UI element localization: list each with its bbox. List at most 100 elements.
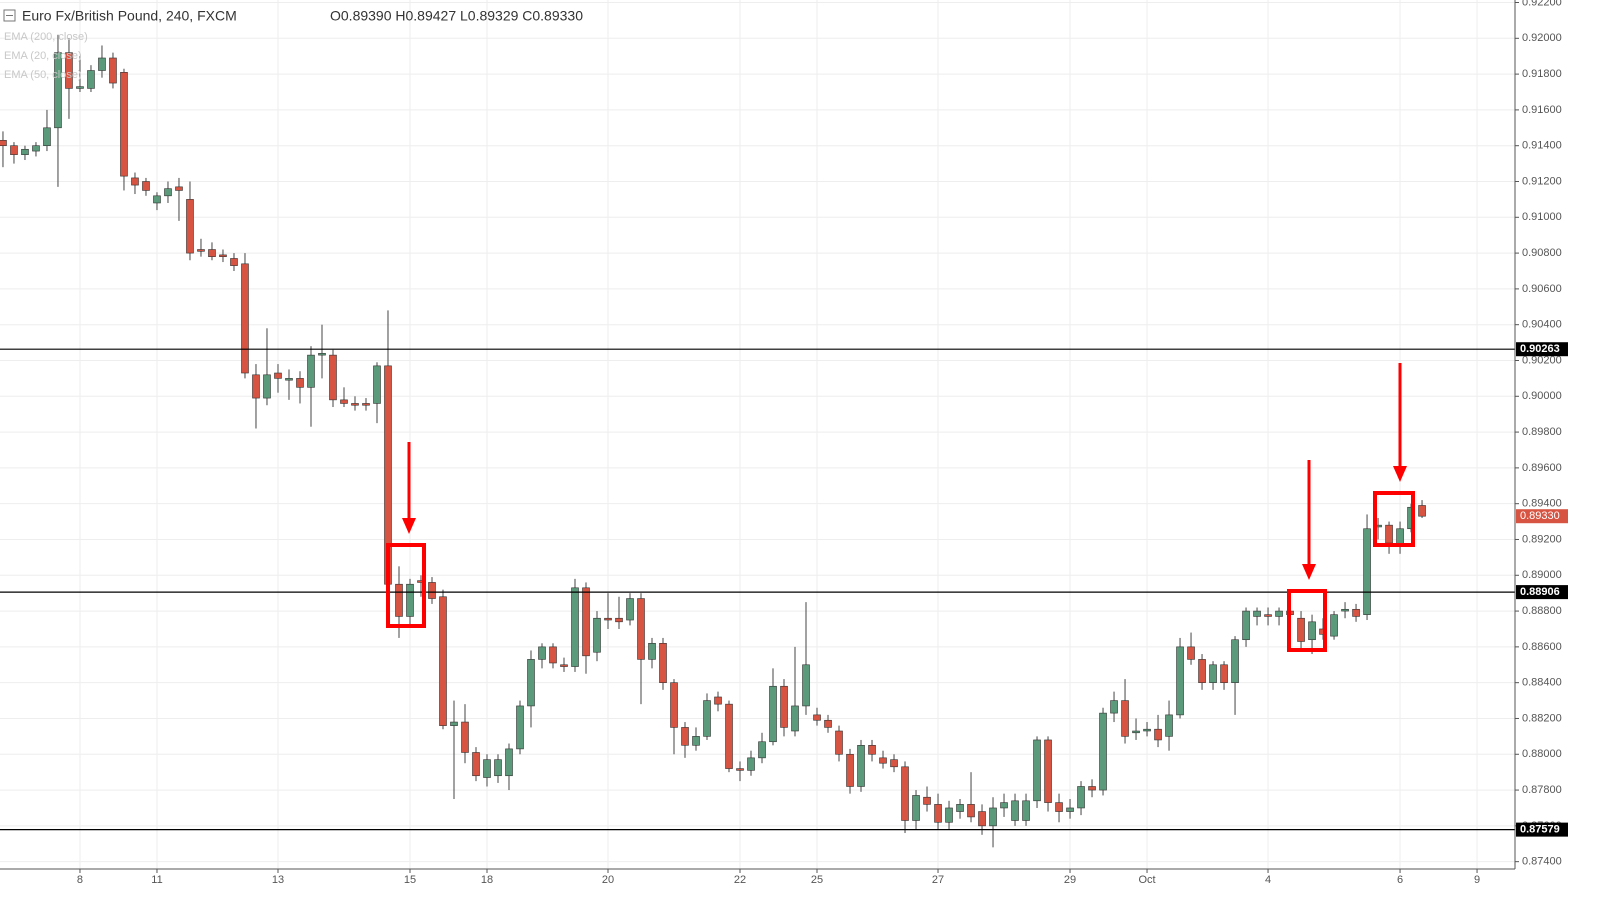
candle-body bbox=[87, 70, 95, 89]
candle-body bbox=[175, 186, 183, 191]
x-tick-label: 15 bbox=[404, 874, 416, 886]
candle-body bbox=[494, 759, 502, 777]
candle-body bbox=[1022, 800, 1030, 821]
candle-body bbox=[1275, 610, 1283, 617]
candle-body bbox=[802, 664, 810, 707]
y-tick-label: 0.92200 bbox=[1522, 0, 1562, 8]
candle-body bbox=[714, 696, 722, 705]
candle-body bbox=[186, 199, 194, 254]
candles bbox=[0, 34, 1426, 848]
candle-body bbox=[10, 145, 18, 155]
candle-body bbox=[351, 403, 359, 406]
candle-body bbox=[1330, 614, 1338, 637]
candle-body bbox=[439, 596, 447, 726]
candle-body bbox=[1198, 659, 1206, 683]
candle-body bbox=[549, 646, 557, 664]
candle-body bbox=[637, 598, 645, 660]
collapse-icon[interactable] bbox=[3, 9, 16, 22]
levels bbox=[0, 348, 1515, 831]
candle-body bbox=[1143, 728, 1151, 732]
candle-body bbox=[197, 249, 205, 252]
highlight-box bbox=[1287, 589, 1327, 652]
candle-body bbox=[1418, 505, 1426, 517]
candle-body bbox=[1011, 800, 1019, 821]
candle-body bbox=[560, 664, 568, 667]
candle-body bbox=[923, 796, 931, 805]
y-tick-label: 0.91400 bbox=[1522, 140, 1562, 152]
candle-body bbox=[1297, 617, 1305, 642]
y-tick-label: 0.90400 bbox=[1522, 319, 1562, 331]
x-tick-label: 20 bbox=[602, 874, 614, 886]
candle-body bbox=[879, 757, 887, 764]
level-label: 0.90263 bbox=[1520, 343, 1560, 355]
candle-body bbox=[1165, 714, 1173, 737]
candle-body bbox=[1088, 786, 1096, 791]
candle-body bbox=[725, 703, 733, 769]
y-tick-label: 0.88000 bbox=[1522, 748, 1562, 760]
candle-body bbox=[76, 86, 84, 89]
y-tick-label: 0.92000 bbox=[1522, 32, 1562, 44]
candle-body bbox=[516, 705, 524, 750]
level-label: 0.87579 bbox=[1520, 824, 1560, 836]
candle-body bbox=[692, 736, 700, 746]
candle-body bbox=[736, 768, 744, 771]
candle-body bbox=[1055, 802, 1063, 812]
y-tick-label: 0.89600 bbox=[1522, 462, 1562, 474]
candle-body bbox=[1253, 610, 1261, 617]
candle-body bbox=[1242, 610, 1250, 641]
candle-body bbox=[472, 752, 480, 777]
x-tick-label: 9 bbox=[1474, 874, 1480, 886]
candle-body bbox=[373, 365, 381, 404]
candle-body bbox=[164, 188, 172, 197]
candle-body bbox=[1209, 664, 1217, 683]
candle-body bbox=[1341, 608, 1349, 612]
candle-body bbox=[120, 72, 128, 177]
candle-body bbox=[527, 659, 535, 707]
x-tick-label: 18 bbox=[481, 874, 493, 886]
last-price-badge bbox=[1516, 509, 1568, 524]
y-tick-label: 0.88200 bbox=[1522, 712, 1562, 724]
candle-body bbox=[703, 700, 711, 737]
level-badge bbox=[1516, 342, 1568, 357]
indicator-label: EMA (200, close) bbox=[4, 31, 88, 43]
x-tick-label: 8 bbox=[77, 874, 83, 886]
indicator-label: EMA (50, close) bbox=[4, 69, 82, 81]
candle-body bbox=[1385, 524, 1393, 544]
candle-body bbox=[263, 374, 271, 399]
indicator-label: EMA (20, close) bbox=[4, 50, 82, 62]
candle-body bbox=[362, 403, 370, 406]
arrow-head bbox=[402, 518, 416, 534]
x-tick-label: 4 bbox=[1265, 874, 1271, 886]
y-tick-label: 0.89000 bbox=[1522, 569, 1562, 581]
x-tick-label: 22 bbox=[734, 874, 746, 886]
candle-body bbox=[758, 741, 766, 759]
arrow-head bbox=[1302, 564, 1316, 580]
candle-body bbox=[769, 685, 777, 743]
candle-body bbox=[1187, 646, 1195, 660]
candle-body bbox=[681, 727, 689, 746]
candle-body bbox=[21, 148, 29, 155]
candle-body bbox=[142, 181, 150, 191]
candle-body bbox=[1033, 739, 1041, 802]
candle-body bbox=[428, 582, 436, 599]
level-badge bbox=[1516, 585, 1568, 600]
y-tick-label: 0.90600 bbox=[1522, 283, 1562, 295]
candle-body bbox=[406, 583, 414, 617]
last-price-label: 0.89330 bbox=[1520, 510, 1560, 522]
candle-body bbox=[153, 195, 161, 204]
candle-body bbox=[857, 745, 865, 787]
y-tick-label: 0.89200 bbox=[1522, 533, 1562, 545]
candle-body bbox=[1044, 739, 1052, 803]
candle-body bbox=[912, 795, 920, 821]
arrow-head bbox=[1393, 466, 1407, 482]
candle-body bbox=[98, 57, 106, 71]
symbol-title: Euro Fx/British Pound, 240, FXCM bbox=[22, 8, 237, 24]
candle-body bbox=[604, 617, 612, 621]
candle-body bbox=[307, 354, 315, 388]
candle-body bbox=[241, 263, 249, 374]
candle-body bbox=[835, 730, 843, 755]
candle-body bbox=[813, 714, 821, 721]
x-tick-label: Oct bbox=[1138, 874, 1155, 886]
candle-body bbox=[670, 682, 678, 728]
